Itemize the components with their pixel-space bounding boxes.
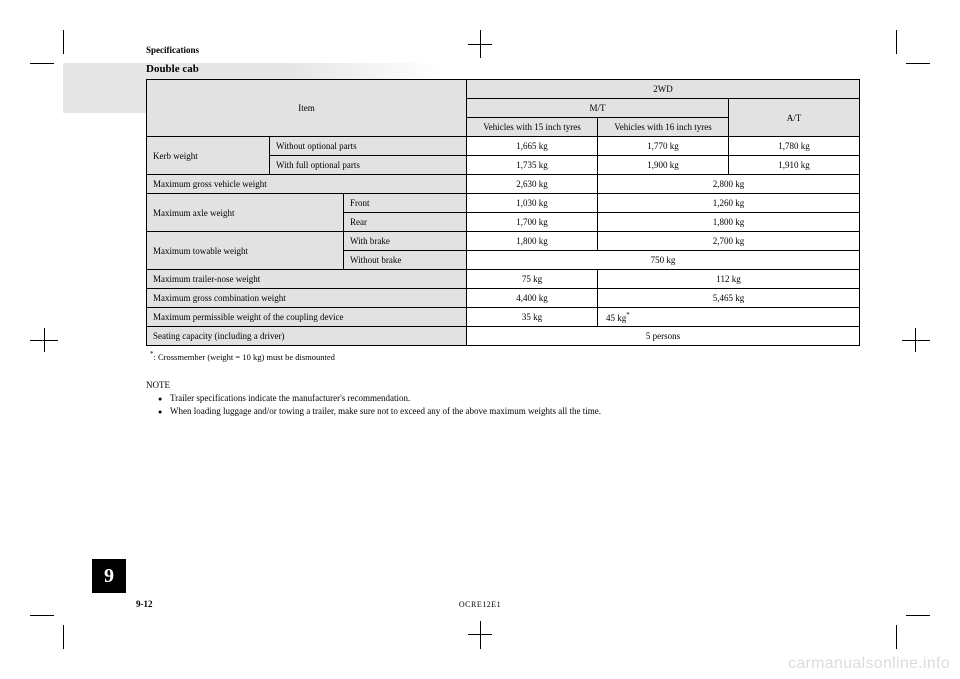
tyre16-header: Vehicles with 16 inch tyres bbox=[598, 118, 729, 137]
cell-value: 45 kg* bbox=[598, 308, 860, 327]
footnote-text: : Crossmember (weight = 10 kg) must be d… bbox=[154, 352, 335, 362]
cell-value: 4,400 kg bbox=[467, 289, 598, 308]
cell-mtw-nb: Without brake bbox=[344, 251, 467, 270]
cell-maw-r: Rear bbox=[344, 213, 467, 232]
subtitle: Double cab bbox=[146, 63, 860, 75]
cell-kerb: Kerb weight bbox=[147, 137, 270, 175]
cell-maw-f: Front bbox=[344, 194, 467, 213]
cell-mgcw: Maximum gross combination weight bbox=[147, 289, 467, 308]
note-item: When loading luggage and/or towing a tra… bbox=[158, 405, 860, 419]
cell-value: 1,030 kg bbox=[467, 194, 598, 213]
cell-value: 1,900 kg bbox=[598, 156, 729, 175]
cell-value: 2,800 kg bbox=[598, 175, 860, 194]
cell-value: 1,780 kg bbox=[729, 137, 860, 156]
cell-value: 1,700 kg bbox=[467, 213, 598, 232]
crop-mark bbox=[902, 340, 930, 341]
crop-mark bbox=[906, 63, 930, 64]
mpw-sup: * bbox=[626, 311, 630, 319]
page-tab: 9 bbox=[92, 559, 126, 593]
table-row: Seating capacity (including a driver) 5 … bbox=[147, 327, 860, 346]
table-row: Maximum gross combination weight 4,400 k… bbox=[147, 289, 860, 308]
note-heading: NOTE bbox=[146, 380, 860, 390]
cell-value: 75 kg bbox=[467, 270, 598, 289]
crop-mark bbox=[63, 30, 64, 54]
page-number: 9-12 bbox=[136, 599, 153, 609]
crop-mark bbox=[480, 621, 481, 649]
cell-mpw: Maximum permissible weight of the coupli… bbox=[147, 308, 467, 327]
crop-mark bbox=[896, 625, 897, 649]
cell-value: 750 kg bbox=[467, 251, 860, 270]
crop-mark bbox=[896, 30, 897, 54]
item-header: Item bbox=[147, 80, 467, 137]
table-row: Maximum gross vehicle weight 2,630 kg 2,… bbox=[147, 175, 860, 194]
tyre15-header: Vehicles with 15 inch tyres bbox=[467, 118, 598, 137]
page-content: Specifications Double cab Item 2WD M/T A… bbox=[100, 45, 860, 419]
cell-value: 1,770 kg bbox=[598, 137, 729, 156]
footnote: *: Crossmember (weight = 10 kg) must be … bbox=[150, 350, 860, 362]
cell-mgvw: Maximum gross vehicle weight bbox=[147, 175, 467, 194]
footer-code: OCRE12E1 bbox=[459, 600, 501, 609]
cell-value: 1,800 kg bbox=[598, 213, 860, 232]
cell-seat: Seating capacity (including a driver) bbox=[147, 327, 467, 346]
mt-header: M/T bbox=[467, 99, 729, 118]
cell-value: 2,630 kg bbox=[467, 175, 598, 194]
at-header: A/T bbox=[729, 99, 860, 137]
cell-mtw: Maximum towable weight bbox=[147, 232, 344, 270]
table-row: Maximum trailer-nose weight 75 kg 112 kg bbox=[147, 270, 860, 289]
cell-value: 35 kg bbox=[467, 308, 598, 327]
crop-mark bbox=[30, 615, 54, 616]
cell-value: 1,735 kg bbox=[467, 156, 598, 175]
cell-value: 2,700 kg bbox=[598, 232, 860, 251]
spec-table: Item 2WD M/T A/T Vehicles with 15 inch t… bbox=[146, 79, 860, 346]
cell-kerb-wo: Without optional parts bbox=[270, 137, 467, 156]
cell-kerb-wf: With full optional parts bbox=[270, 156, 467, 175]
section-heading: Specifications bbox=[146, 45, 860, 55]
cell-value: 5,465 kg bbox=[598, 289, 860, 308]
cell-value: 1,800 kg bbox=[467, 232, 598, 251]
table-row: Maximum axle weight Front 1,030 kg 1,260… bbox=[147, 194, 860, 213]
crop-mark bbox=[44, 328, 45, 352]
cell-value: 5 persons bbox=[467, 327, 860, 346]
crop-mark bbox=[915, 328, 916, 352]
cell-value: 1,665 kg bbox=[467, 137, 598, 156]
cell-value: 1,910 kg bbox=[729, 156, 860, 175]
note-item: Trailer specifications indicate the manu… bbox=[158, 392, 860, 406]
cell-mtw-wb: With brake bbox=[344, 232, 467, 251]
cell-mtn: Maximum trailer-nose weight bbox=[147, 270, 467, 289]
cell-maw: Maximum axle weight bbox=[147, 194, 344, 232]
cell-value: 1,260 kg bbox=[598, 194, 860, 213]
drive-header: 2WD bbox=[467, 80, 860, 99]
mpw-val2: 45 kg bbox=[606, 313, 626, 323]
table-row: Maximum permissible weight of the coupli… bbox=[147, 308, 860, 327]
table-row: Kerb weight Without optional parts 1,665… bbox=[147, 137, 860, 156]
notes-list: Trailer specifications indicate the manu… bbox=[158, 392, 860, 419]
crop-mark bbox=[30, 63, 54, 64]
crop-mark bbox=[63, 625, 64, 649]
table-row: Maximum towable weight With brake 1,800 … bbox=[147, 232, 860, 251]
cell-value: 112 kg bbox=[598, 270, 860, 289]
table-row: Item 2WD bbox=[147, 80, 860, 99]
watermark: carmanualsonline.info bbox=[788, 655, 950, 673]
crop-mark bbox=[906, 615, 930, 616]
